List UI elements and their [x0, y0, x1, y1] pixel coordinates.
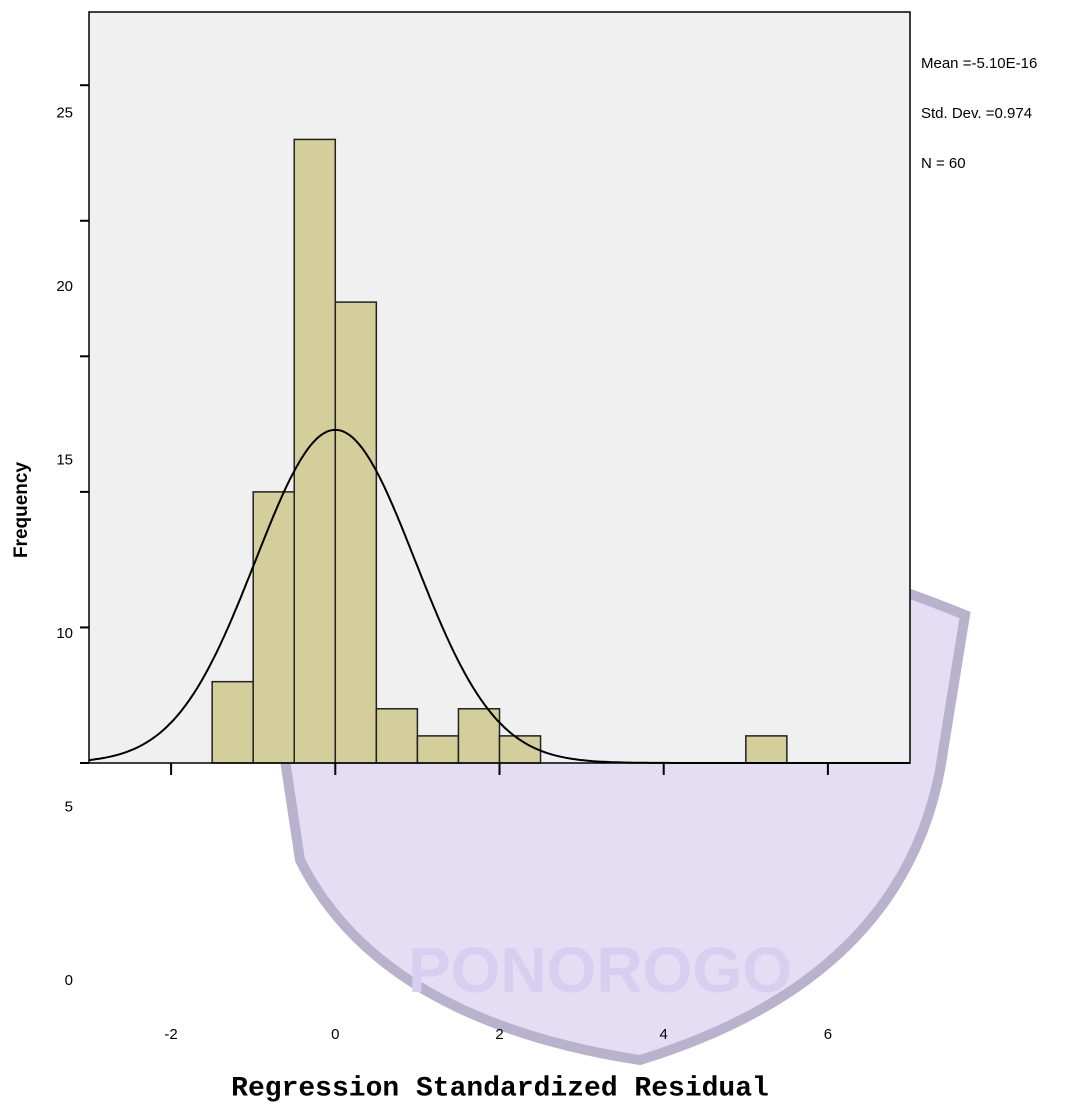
y-tick-label: 0 [65, 972, 73, 989]
bar [334, 301, 378, 764]
bar [375, 708, 419, 764]
y-tick-label: 5 [65, 798, 73, 815]
plot-area [89, 12, 910, 763]
x-tick-label: 2 [495, 1026, 503, 1043]
x-tick-label: 6 [824, 1026, 832, 1043]
x-tick-label: 0 [331, 1026, 339, 1043]
stat-label: N = 60 [921, 155, 966, 172]
y-axis-label: Frequency [11, 462, 32, 559]
bar [211, 680, 254, 764]
bar [252, 491, 295, 764]
y-tick-label: 25 [56, 104, 73, 121]
bar [745, 735, 788, 764]
y-tick-label: 10 [56, 625, 73, 642]
y-tick-label: 20 [56, 278, 73, 295]
x-tick-label: 4 [660, 1026, 668, 1043]
y-tick-label: 15 [56, 451, 73, 468]
x-axis-label: Regression Standardized Residual [231, 1073, 769, 1104]
bar [293, 138, 337, 764]
stat-label: Std. Dev. =0.974 [921, 105, 1032, 122]
x-tick-label: -2 [164, 1026, 177, 1043]
stat-label: Mean =-5.10E-16 [921, 55, 1037, 72]
bar [416, 735, 460, 764]
watermark-text: PONOROGO [408, 934, 792, 1006]
